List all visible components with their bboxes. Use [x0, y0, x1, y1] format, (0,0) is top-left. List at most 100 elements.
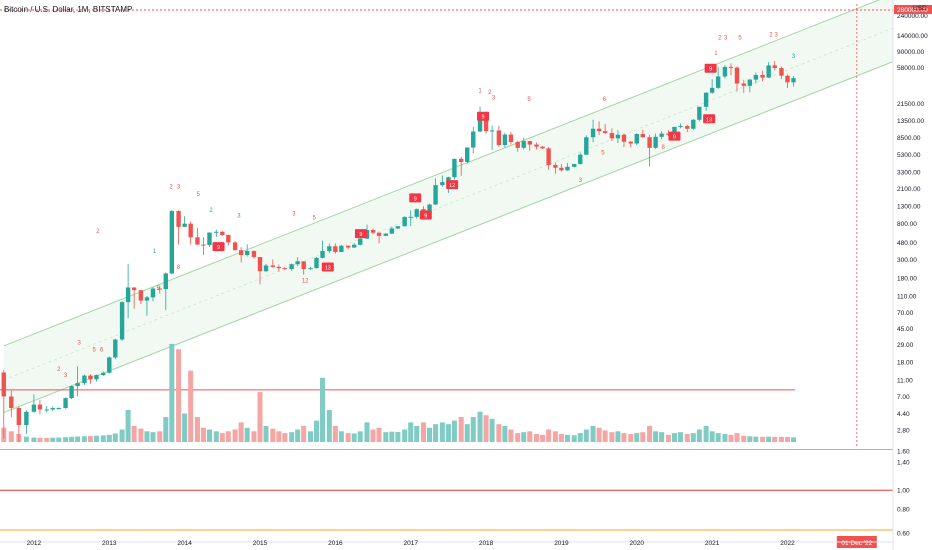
horizontal-lines [0, 9, 893, 531]
candle-body [427, 204, 432, 213]
sequence-count-label: 8 [661, 145, 665, 151]
candle-body [791, 78, 796, 83]
volume-bar [81, 436, 87, 442]
price-tick-label: 7.00 [897, 394, 910, 401]
candle-body [590, 128, 596, 138]
volume-bar [270, 428, 276, 442]
candle-body [82, 375, 87, 384]
sequence-tag-box [212, 242, 225, 252]
volume-bar [427, 427, 433, 442]
time-tick-label: 2020 [630, 540, 645, 547]
candle-body [521, 141, 526, 148]
candle-body [176, 211, 181, 227]
currency-badge: USD [913, 5, 927, 12]
candle-body [345, 245, 351, 248]
sequence-count-label: 12 [302, 278, 309, 284]
sequence-count-label: 3 [64, 373, 68, 379]
candle-body [527, 141, 532, 145]
candle-body [295, 261, 300, 265]
candle-body [182, 223, 187, 227]
volume-bar [558, 433, 564, 442]
volume-bar [23, 436, 29, 442]
candle-body [402, 216, 407, 227]
volume-bar [496, 424, 502, 442]
volume-bar [753, 436, 759, 442]
channel-upper-line [3, 0, 881, 347]
candle-body [414, 209, 419, 217]
price-tick-label: 3300.00 [897, 169, 921, 176]
volume-bar [357, 431, 363, 442]
candle-body [691, 119, 696, 129]
sequence-count-label: 5 [197, 192, 201, 198]
candle-body [734, 67, 740, 84]
volume-bar [326, 409, 332, 442]
volume-bar [659, 432, 665, 442]
sequence-count-label: 1 [153, 249, 157, 255]
volume-bar [75, 436, 81, 442]
candle-body [56, 408, 61, 410]
top-price-marker-box [894, 4, 932, 14]
candle-body [433, 185, 438, 205]
volume-bar [609, 432, 615, 442]
candle-body [238, 250, 244, 256]
volume-bar [470, 417, 476, 442]
volume-bar [634, 433, 640, 442]
sequence-count-label: 5 [313, 215, 317, 221]
candle-body [508, 134, 514, 143]
sequence-count-label: 2 [209, 208, 213, 214]
price-tick-label: 58000.00 [897, 65, 924, 72]
sequence-tag-box [668, 131, 681, 141]
candle-body [320, 250, 325, 258]
volume-bar [766, 436, 772, 442]
volume-bar [182, 413, 188, 442]
price-tick-label: 70.00 [897, 310, 914, 317]
candle-body [131, 287, 137, 291]
price-tick-label: 45.00 [897, 326, 914, 333]
volume-bar [602, 430, 608, 442]
price-tick-label: 11.00 [897, 377, 913, 384]
candle-body [94, 375, 99, 380]
candle-body [88, 375, 93, 380]
candle-body [685, 125, 690, 129]
candle-body [772, 65, 777, 69]
candle-body [553, 164, 558, 168]
volume-bar [257, 392, 263, 442]
volume-bar [364, 422, 370, 442]
sequence-count-label: 2 [769, 33, 773, 39]
volume-bar [690, 433, 696, 442]
volume-bar [219, 433, 225, 442]
volume-bar [56, 437, 62, 442]
sequence-count-label: 3 [792, 54, 796, 60]
volume-bar [383, 432, 389, 442]
candle-body [458, 158, 464, 162]
price-axis[interactable]: 240000.00 140000.00 90000.00 58000.00 21500.… [892, 0, 932, 550]
volume-bar [194, 417, 200, 442]
volume-bar [263, 425, 269, 442]
volume-bar [169, 343, 175, 442]
candle-body [559, 167, 564, 171]
volume-bar [295, 429, 301, 442]
volume-bar [784, 437, 791, 442]
volume-bar [200, 427, 206, 442]
time-axis[interactable]: 2012 2013 2014 2015 2016 2017 2018 2019 2020 2021… [0, 540, 893, 547]
time-tick-label: 2017 [403, 540, 418, 547]
sequence-count-label: 5 [527, 97, 531, 103]
candle-body [370, 229, 376, 233]
candle-body [201, 244, 206, 246]
price-tick-label: 5300.00 [897, 152, 921, 159]
volume-bar [238, 422, 244, 442]
candle-body [119, 302, 125, 340]
volume-bar [615, 431, 621, 442]
time-tick-label: 2022 [780, 540, 795, 547]
volume-bar [477, 411, 483, 442]
volume-bar [188, 370, 194, 442]
channel-lower-line [3, 61, 894, 414]
volume-bar [131, 425, 137, 442]
volume-bar [225, 431, 231, 442]
volume-bar [703, 425, 709, 442]
volume-bar [157, 431, 163, 442]
volume-bar [414, 425, 420, 442]
volume-bar [144, 431, 150, 442]
